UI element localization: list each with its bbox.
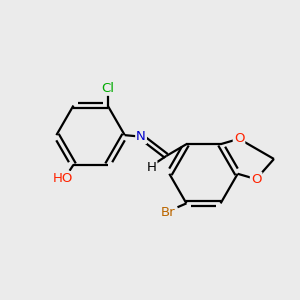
- Text: Cl: Cl: [101, 82, 114, 95]
- Text: O: O: [234, 132, 244, 145]
- Text: Br: Br: [161, 206, 175, 219]
- Text: HO: HO: [52, 172, 73, 185]
- Text: N: N: [136, 130, 146, 143]
- Text: O: O: [251, 172, 261, 186]
- Text: H: H: [146, 161, 156, 174]
